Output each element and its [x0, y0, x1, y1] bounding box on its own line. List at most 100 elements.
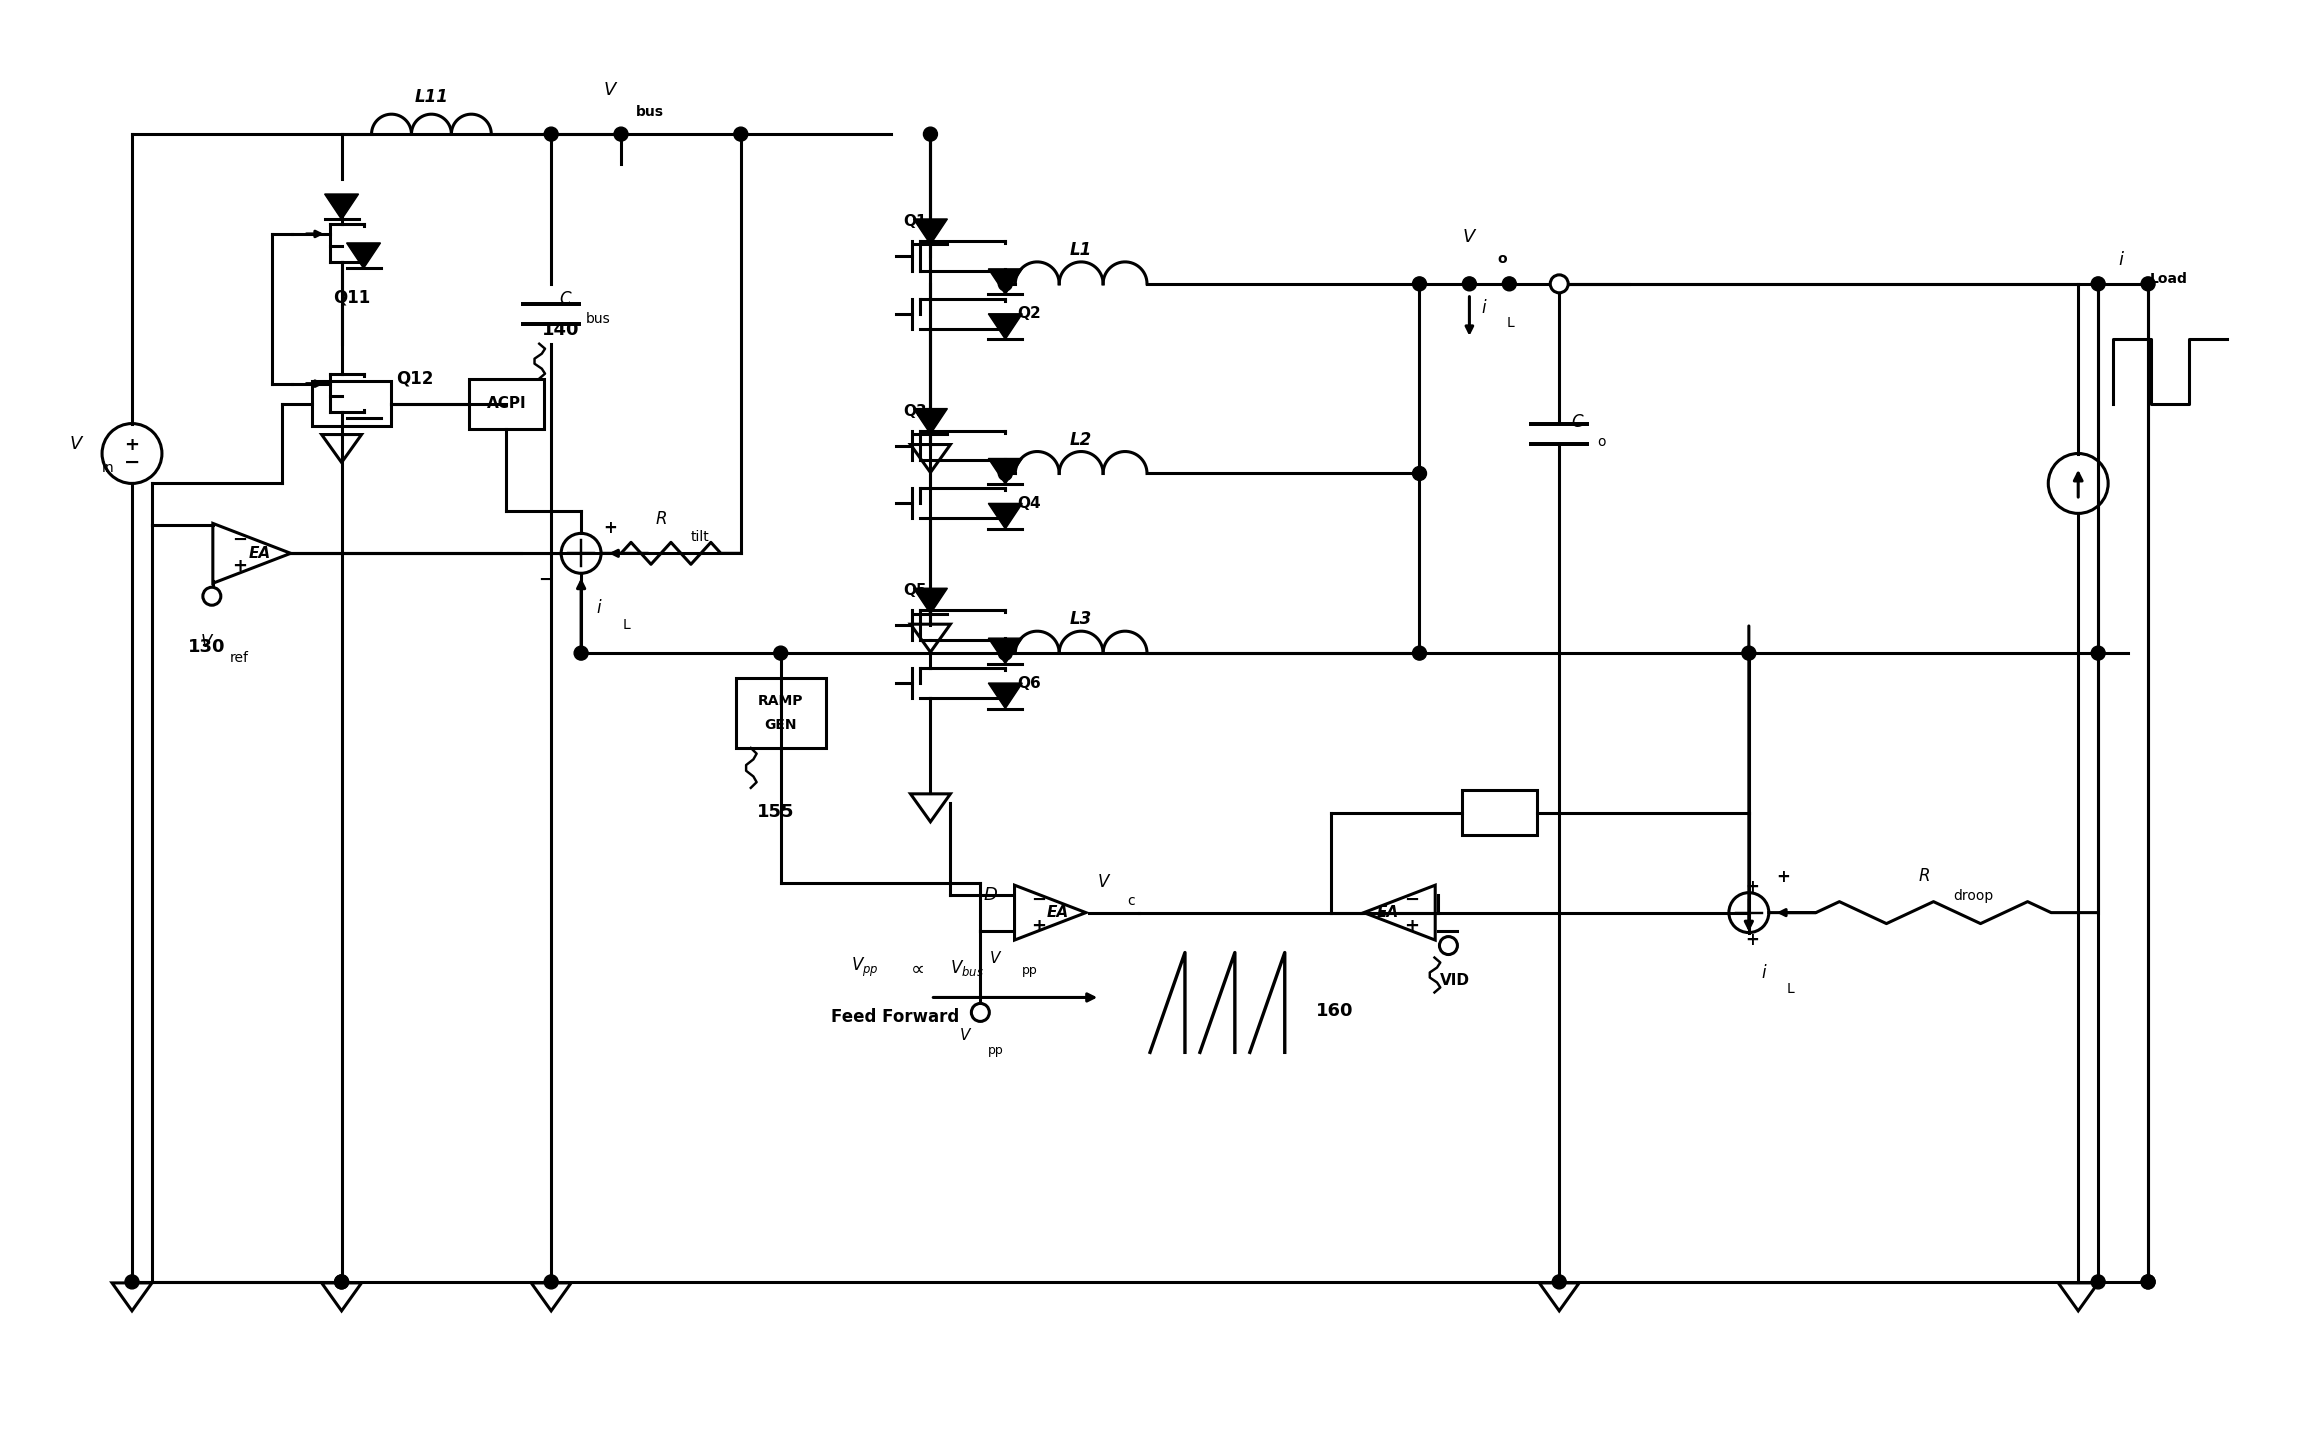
Circle shape	[1549, 275, 1568, 292]
Circle shape	[1742, 646, 1755, 661]
Circle shape	[2092, 1275, 2106, 1288]
Text: $i$: $i$	[596, 599, 603, 618]
Text: −: −	[538, 572, 554, 589]
Polygon shape	[213, 523, 290, 583]
Text: −: −	[123, 453, 139, 471]
Circle shape	[733, 128, 747, 140]
Text: bus: bus	[587, 312, 610, 325]
Text: $V$: $V$	[1461, 228, 1477, 246]
Text: bus: bus	[635, 105, 663, 119]
FancyBboxPatch shape	[1461, 791, 1537, 835]
Text: VID: VID	[1440, 973, 1470, 987]
Circle shape	[972, 1003, 990, 1022]
Circle shape	[1503, 277, 1517, 291]
Text: +: +	[1776, 867, 1790, 886]
Text: +: +	[1403, 917, 1419, 934]
Text: EA: EA	[248, 546, 271, 560]
Circle shape	[1463, 277, 1477, 291]
Polygon shape	[1013, 886, 1085, 940]
Circle shape	[202, 588, 220, 605]
Text: tilt: tilt	[691, 530, 710, 545]
Text: ref: ref	[230, 651, 248, 665]
Circle shape	[1730, 893, 1769, 933]
Circle shape	[997, 467, 1013, 480]
Text: pp: pp	[1023, 964, 1039, 977]
Text: Q5: Q5	[904, 583, 928, 598]
Text: droop: droop	[1953, 888, 1994, 903]
Text: $V$: $V$	[70, 434, 86, 453]
Text: $\propto$: $\propto$	[907, 959, 925, 977]
Text: L3: L3	[1069, 610, 1092, 628]
Text: +: +	[603, 519, 617, 537]
Circle shape	[561, 533, 601, 573]
Text: $D$: $D$	[983, 886, 997, 904]
Text: −: −	[1403, 891, 1419, 909]
Text: c: c	[1127, 894, 1134, 907]
Circle shape	[775, 646, 788, 661]
Circle shape	[2092, 277, 2106, 291]
Text: +: +	[1744, 877, 1758, 896]
Polygon shape	[988, 314, 1023, 340]
Polygon shape	[325, 193, 359, 219]
Text: GEN: GEN	[765, 718, 798, 732]
Text: $i$: $i$	[1482, 299, 1489, 317]
Text: EA: EA	[1377, 906, 1398, 920]
Circle shape	[102, 424, 162, 483]
Polygon shape	[911, 444, 951, 473]
Text: in: in	[102, 461, 114, 476]
Text: Q2: Q2	[1018, 307, 1041, 321]
Text: $i$: $i$	[1760, 963, 1767, 982]
Polygon shape	[914, 408, 948, 434]
Circle shape	[1412, 277, 1426, 291]
Polygon shape	[1540, 1283, 1579, 1311]
Polygon shape	[988, 503, 1023, 529]
Text: Feed Forward: Feed Forward	[830, 1009, 958, 1026]
Polygon shape	[911, 625, 951, 652]
Polygon shape	[322, 434, 362, 463]
Text: o: o	[1598, 434, 1605, 449]
Polygon shape	[988, 684, 1023, 708]
Polygon shape	[531, 1283, 570, 1311]
Text: −: −	[1030, 891, 1046, 909]
Polygon shape	[1364, 886, 1435, 940]
Text: Q12: Q12	[397, 370, 434, 388]
Circle shape	[1440, 937, 1456, 954]
Text: $V$: $V$	[958, 1027, 972, 1043]
Text: L: L	[1786, 983, 1795, 996]
Text: $V$: $V$	[603, 82, 619, 99]
Text: Load: Load	[2150, 272, 2187, 285]
Circle shape	[545, 128, 559, 140]
Polygon shape	[988, 269, 1023, 294]
Text: Q6: Q6	[1018, 675, 1041, 691]
Text: Q3: Q3	[904, 404, 928, 418]
Circle shape	[1412, 467, 1426, 480]
Text: 140: 140	[543, 321, 580, 338]
Text: +: +	[1744, 930, 1758, 949]
Text: $V_{pp}$: $V_{pp}$	[851, 956, 879, 979]
Text: RAMP: RAMP	[758, 694, 802, 708]
Circle shape	[334, 1275, 348, 1288]
Polygon shape	[322, 1283, 362, 1311]
Text: 155: 155	[756, 802, 795, 821]
Text: +: +	[125, 436, 139, 453]
Circle shape	[334, 1275, 348, 1288]
Text: L: L	[1507, 315, 1514, 330]
Circle shape	[615, 128, 628, 140]
Text: +: +	[1030, 917, 1046, 934]
Polygon shape	[914, 589, 948, 613]
FancyBboxPatch shape	[468, 378, 543, 428]
Text: $R$: $R$	[654, 510, 668, 529]
Circle shape	[575, 646, 589, 661]
Circle shape	[1412, 646, 1426, 661]
Circle shape	[997, 277, 1013, 291]
Polygon shape	[988, 459, 1023, 484]
Circle shape	[2140, 1275, 2154, 1288]
Text: $R$: $R$	[1918, 867, 1929, 884]
Circle shape	[923, 128, 937, 140]
Text: 160: 160	[1315, 1003, 1354, 1020]
Circle shape	[2048, 453, 2108, 513]
Polygon shape	[911, 794, 951, 821]
Polygon shape	[111, 1283, 153, 1311]
Text: $i$: $i$	[2117, 251, 2124, 269]
Text: $C$: $C$	[559, 289, 573, 308]
